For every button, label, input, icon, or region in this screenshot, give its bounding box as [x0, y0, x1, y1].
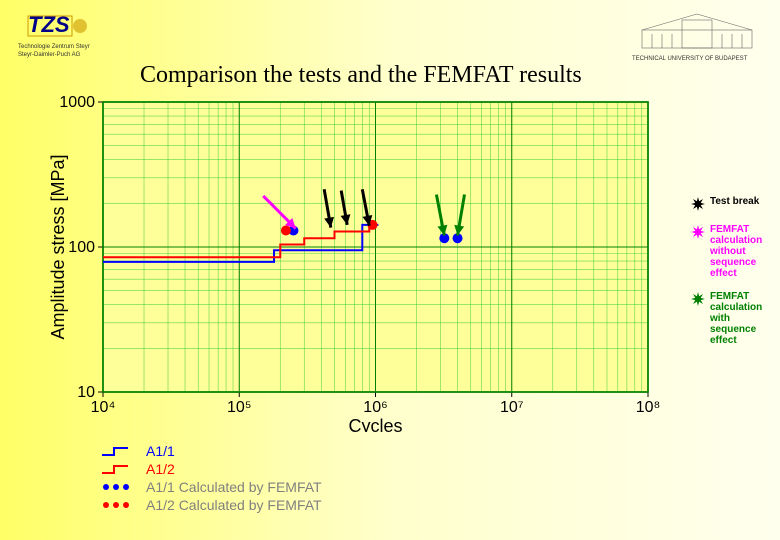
svg-text:10⁴: 10⁴ [91, 399, 116, 416]
bottom-legend-item: A1/1 Calculated by FEMFAT [100, 478, 322, 496]
bottom-legend-item: A1/1 [100, 442, 322, 460]
side-legend-item: Test break [690, 196, 775, 212]
page-title: Comparison the tests and the FEMFAT resu… [140, 62, 582, 89]
bottom-legend-label: A1/1 [146, 443, 175, 459]
svg-text:1000: 1000 [59, 94, 95, 111]
bottom-legend: A1/1 A1/2 A1/1 Calculated by FEMFAT A1/2 Ca… [100, 442, 322, 514]
svg-text:10⁸: 10⁸ [636, 399, 661, 416]
side-legend-label: Test break [710, 196, 759, 207]
side-legend-label: FEMFAT calculation with sequence effect [710, 291, 775, 346]
logo-right: TECHNICAL UNIVERSITY OF BUDAPEST [632, 10, 762, 70]
svg-text:10⁷: 10⁷ [500, 399, 524, 416]
bottom-legend-item: A1/2 [100, 460, 322, 478]
side-legend-item: FEMFAT calculation without sequence effe… [690, 224, 775, 279]
logo-left: TZS Technologie Zentrum Steyr Steyr-Daim… [18, 10, 103, 70]
svg-text:Amplitude stress [MPa]: Amplitude stress [MPa] [48, 154, 68, 339]
side-legend-item: FEMFAT calculation with sequence effect [690, 291, 775, 346]
svg-text:Steyr-Daimler-Puch AG: Steyr-Daimler-Puch AG [18, 52, 81, 58]
bottom-legend-item: A1/2 Calculated by FEMFAT [100, 496, 322, 514]
svg-text:100: 100 [68, 239, 95, 256]
svg-text:Cycles: Cycles [348, 416, 402, 432]
svg-text:10⁵: 10⁵ [227, 399, 251, 416]
svg-text:Technologie Zentrum Steyr: Technologie Zentrum Steyr [18, 44, 90, 50]
svg-text:10⁶: 10⁶ [363, 399, 387, 416]
side-legend-label: FEMFAT calculation without sequence effe… [710, 224, 775, 279]
chart: 10⁴ 10⁵ 10⁶ 10⁷ 10⁸ 10 100 1000 Amplitude stress… [48, 92, 668, 432]
bottom-legend-label: A1/2 [146, 461, 175, 477]
bottom-legend-label: A1/1 Calculated by FEMFAT [146, 479, 322, 495]
logo-right-text: TECHNICAL UNIVERSITY OF BUDAPEST [632, 56, 748, 62]
bottom-legend-label: A1/2 Calculated by FEMFAT [146, 497, 322, 513]
svg-text:10: 10 [77, 384, 95, 401]
side-legend: Test break FEMFAT calculation without seq… [690, 196, 775, 358]
